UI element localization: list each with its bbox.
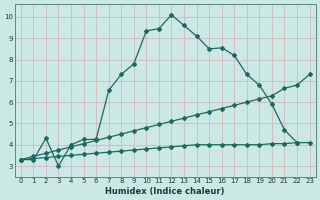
- X-axis label: Humidex (Indice chaleur): Humidex (Indice chaleur): [106, 187, 225, 196]
